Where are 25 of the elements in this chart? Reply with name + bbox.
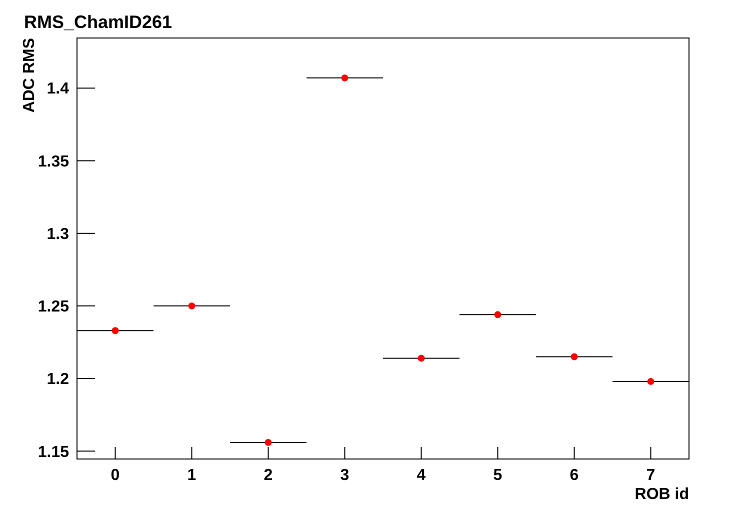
x-tick-label: 0: [110, 467, 120, 484]
x-tick-label: 6: [570, 467, 579, 484]
point: [418, 354, 425, 362]
point: [494, 311, 502, 318]
y-tick-label: 1.4: [46, 80, 70, 98]
chart-title: RMS_ChamID261: [24, 12, 172, 32]
y-tick-label: 1.25: [38, 298, 70, 316]
point: [570, 353, 578, 360]
y-tick-label: 1.15: [38, 444, 70, 461]
y-tick-label: 1.2: [46, 371, 70, 388]
x-tick-label: 1: [187, 467, 196, 484]
x-axis-title: ROB id: [634, 486, 689, 503]
point: [112, 327, 119, 334]
y-axis-title: ADC RMS: [21, 38, 38, 113]
x-tick-label: 5: [493, 467, 502, 484]
x-tick-label: 2: [264, 467, 273, 484]
x-tick-label: 3: [340, 467, 350, 484]
x-tick-label: 7: [646, 467, 656, 484]
y-tick-label: 1.3: [46, 226, 70, 243]
point: [264, 438, 272, 446]
x-tick-label: 4: [416, 467, 426, 484]
point: [647, 378, 654, 385]
y-tick-label: 1.35: [38, 153, 70, 170]
point: [188, 302, 196, 310]
point: [341, 74, 348, 82]
